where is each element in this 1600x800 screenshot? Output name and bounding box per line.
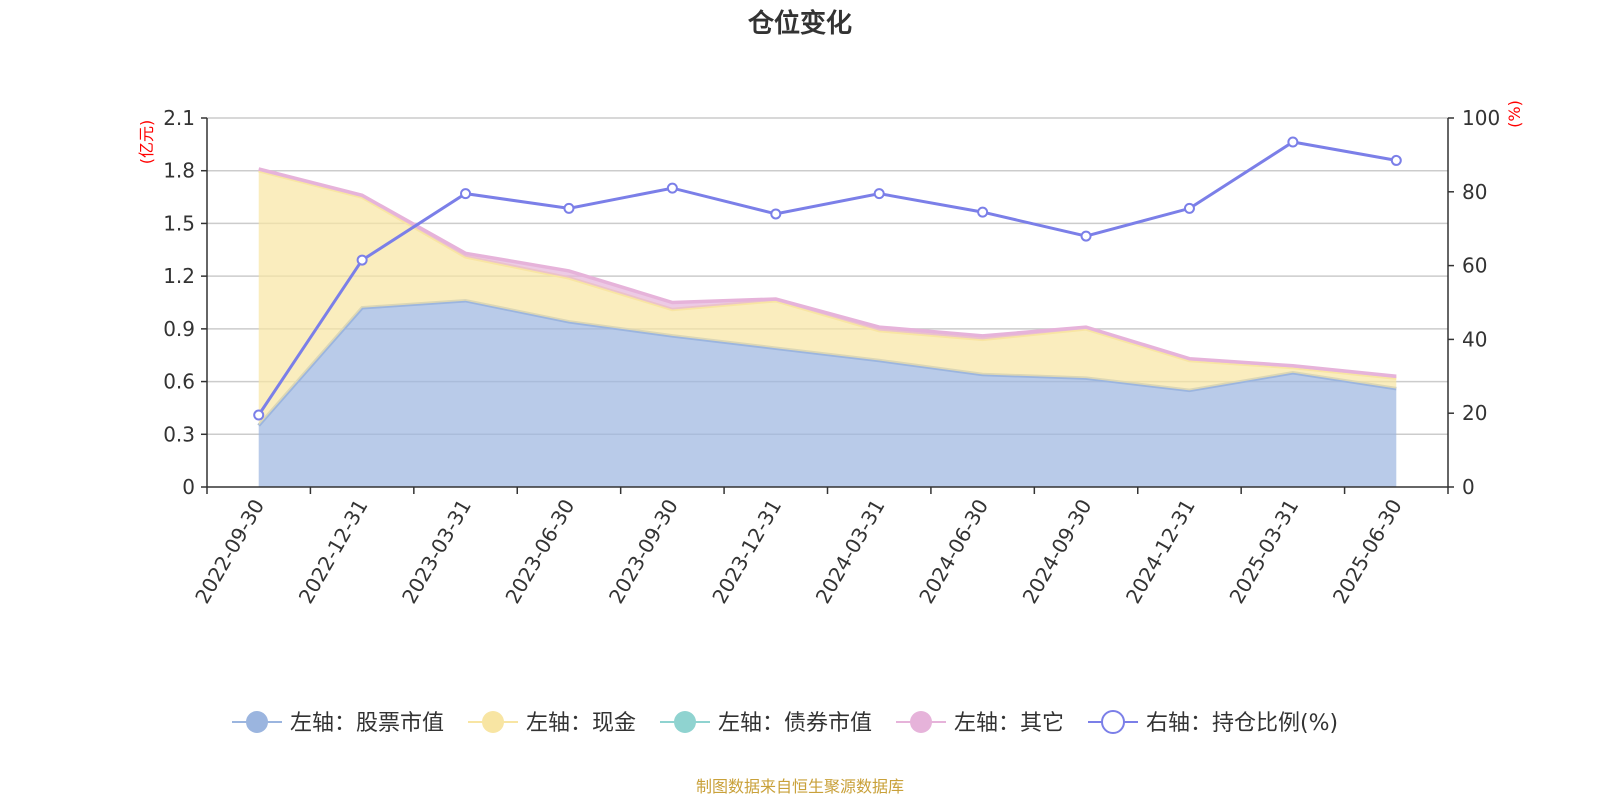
x-axis-tick-label: 2022-09-30 bbox=[190, 495, 269, 608]
legend-label: 左轴：现金 bbox=[526, 711, 636, 736]
line-point bbox=[770, 208, 782, 220]
left-axis-tick-label: 0 bbox=[182, 475, 195, 499]
legend-marker bbox=[910, 711, 932, 733]
legend-item: 左轴：现金 bbox=[468, 711, 636, 736]
left-axis-tick-label: 1.2 bbox=[163, 264, 195, 288]
legend: 左轴：股票市值 左轴：现金 左轴：债券市值 左轴：其它 右轴：持仓比例(%) bbox=[232, 710, 1338, 736]
left-axis-tick-label: 0.6 bbox=[163, 370, 195, 394]
line-point bbox=[873, 188, 885, 200]
line-point bbox=[460, 188, 472, 200]
legend-item: 右轴：持仓比例(%) bbox=[1088, 710, 1338, 736]
line-point bbox=[1390, 154, 1402, 166]
right-axis-unit: (%) bbox=[1505, 100, 1524, 128]
source-note: 制图数据来自恒生聚源数据库 bbox=[696, 777, 904, 796]
x-axis-tick-label: 2025-06-30 bbox=[1328, 495, 1407, 608]
right-axis-tick-label: 100 bbox=[1462, 106, 1500, 130]
x-axis-tick-label: 2025-03-31 bbox=[1224, 495, 1303, 608]
left-axis-tick-label: 2.1 bbox=[163, 106, 195, 130]
x-axis-tick-label: 2024-09-30 bbox=[1018, 495, 1097, 608]
x-axis-tick-label: 2023-03-31 bbox=[397, 495, 476, 608]
right-axis-tick-label: 60 bbox=[1462, 254, 1487, 278]
x-axis-tick-label: 2024-03-31 bbox=[811, 495, 890, 608]
legend-label: 左轴：股票市值 bbox=[290, 711, 444, 736]
right-axis-tick-label: 40 bbox=[1462, 327, 1487, 351]
legend-item: 左轴：其它 bbox=[896, 711, 1064, 736]
legend-label: 左轴：债券市值 bbox=[718, 711, 872, 736]
legend-label: 左轴：其它 bbox=[954, 711, 1064, 736]
line-point bbox=[1183, 202, 1195, 214]
line-series bbox=[253, 136, 1402, 421]
line-point bbox=[977, 206, 989, 218]
x-axis-tick-label: 2024-06-30 bbox=[914, 495, 993, 608]
left-axis-unit: (亿元) bbox=[137, 120, 156, 165]
legend-marker bbox=[674, 711, 696, 733]
area-series bbox=[257, 167, 1397, 487]
x-axis-tick-label: 2023-06-30 bbox=[500, 495, 579, 608]
legend-item: 左轴：债券市值 bbox=[660, 711, 872, 736]
x-axis-tick-label: 2023-09-30 bbox=[604, 495, 683, 608]
legend-label: 右轴：持仓比例(%) bbox=[1146, 711, 1338, 736]
line-point bbox=[1287, 136, 1299, 148]
x-axis-tick-label: 2022-12-31 bbox=[294, 495, 373, 608]
line-point bbox=[563, 202, 575, 214]
x-axis-tick-label: 2024-12-31 bbox=[1121, 495, 1200, 608]
legend-marker bbox=[246, 711, 268, 733]
left-axis-tick-label: 0.3 bbox=[163, 422, 195, 446]
right-axis-tick-label: 80 bbox=[1462, 180, 1487, 204]
left-axis-tick-label: 1.5 bbox=[163, 211, 195, 235]
x-axis-tick-label: 2023-12-31 bbox=[707, 495, 786, 608]
area-左轴：现金 bbox=[258, 170, 1397, 426]
legend-marker bbox=[1101, 710, 1125, 734]
area-edge-左轴：其它 bbox=[258, 167, 1397, 379]
line-point bbox=[356, 254, 368, 266]
line-右轴：持仓比例(%) bbox=[257, 140, 1397, 416]
left-axis-tick-label: 1.8 bbox=[163, 159, 195, 183]
legend-marker bbox=[482, 711, 504, 733]
line-point bbox=[666, 182, 678, 194]
legend-item: 左轴：股票市值 bbox=[232, 711, 444, 736]
right-axis-tick-label: 0 bbox=[1462, 475, 1475, 499]
right-axis-tick-label: 20 bbox=[1462, 401, 1487, 425]
line-point bbox=[253, 409, 265, 421]
area-左轴：股票市值 bbox=[258, 300, 1397, 487]
line-point bbox=[1080, 230, 1092, 242]
left-axis-tick-label: 0.9 bbox=[163, 317, 195, 341]
chart-title: 仓位变化 bbox=[747, 8, 852, 39]
